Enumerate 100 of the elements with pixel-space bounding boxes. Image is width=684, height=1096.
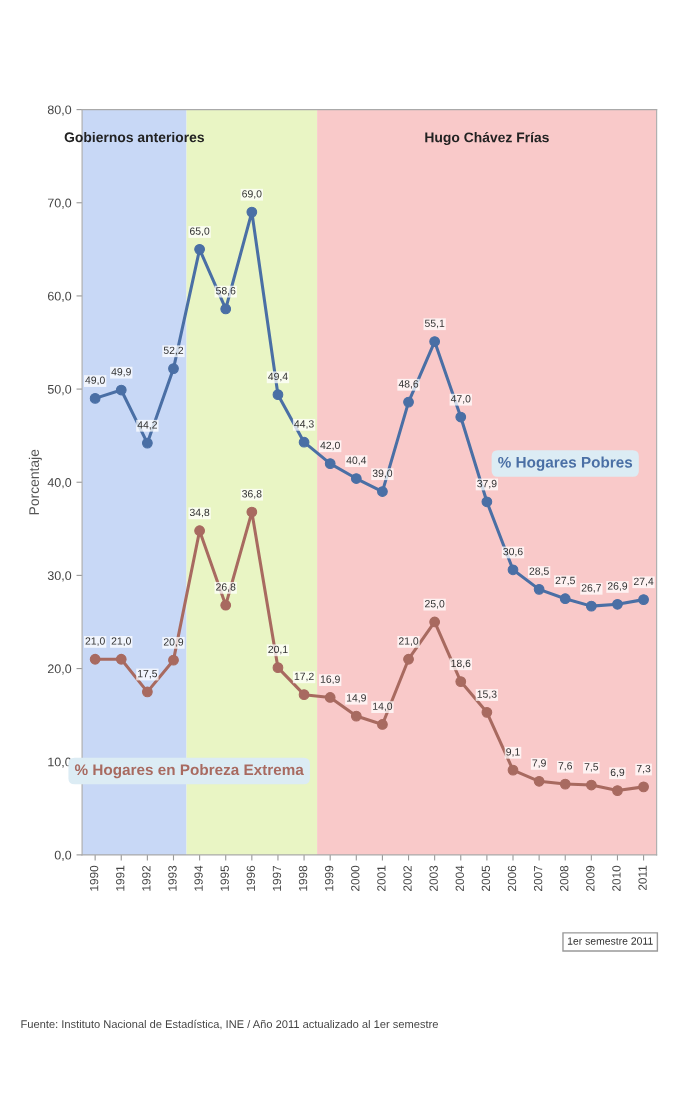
point bbox=[324, 692, 336, 703]
data-label: 37,9 bbox=[477, 479, 497, 489]
data-label: 39,0 bbox=[372, 469, 393, 479]
data-label: 49,4 bbox=[268, 372, 288, 382]
x-tick-label: 2000 bbox=[351, 865, 360, 891]
data-label: 27,5 bbox=[555, 576, 575, 586]
band-label: Hugo Chávez Frías bbox=[425, 131, 549, 146]
x-tick-label: 2003 bbox=[429, 865, 438, 891]
point bbox=[507, 564, 519, 576]
x-tick-label: 2009 bbox=[586, 865, 595, 891]
point bbox=[141, 686, 153, 698]
x-tick-label: 1993 bbox=[168, 865, 177, 891]
point bbox=[89, 653, 101, 665]
data-label: 69,0 bbox=[242, 190, 262, 199]
x-tick-label: 2005 bbox=[481, 865, 491, 891]
x-tick-label: 1992 bbox=[142, 865, 151, 891]
point bbox=[429, 616, 441, 628]
data-label: 14,9 bbox=[346, 694, 366, 703]
point bbox=[298, 436, 310, 448]
data-label: 17,2 bbox=[294, 672, 314, 682]
data-label: 18,6 bbox=[451, 659, 471, 669]
x-tick-label: 2010 bbox=[612, 865, 621, 891]
data-label: 44,3 bbox=[294, 420, 314, 429]
point bbox=[246, 206, 258, 218]
x-tick-label: 2001 bbox=[377, 865, 386, 891]
data-label: 17,5 bbox=[138, 670, 158, 679]
x-tick-label: 1996 bbox=[246, 865, 256, 891]
x-tick-label: 1991 bbox=[116, 865, 125, 891]
point bbox=[481, 496, 493, 508]
data-label: 34,8 bbox=[189, 508, 210, 518]
data-label: 7,3 bbox=[636, 764, 651, 774]
text: 1er semestre 2011 bbox=[567, 937, 653, 945]
x-tick-label: 2004 bbox=[455, 865, 464, 891]
point bbox=[429, 336, 441, 347]
point bbox=[220, 303, 232, 315]
point bbox=[168, 654, 179, 666]
point bbox=[638, 781, 649, 793]
x-tick-label: 1999 bbox=[324, 865, 334, 891]
point bbox=[324, 458, 336, 469]
point bbox=[298, 689, 310, 701]
point bbox=[507, 764, 519, 776]
y-tick-label: 50,0 bbox=[47, 384, 72, 396]
y-tick-label: 30,0 bbox=[47, 571, 72, 582]
y-tick-label: 60,0 bbox=[47, 291, 72, 303]
point bbox=[585, 779, 597, 791]
source-note: Fuente: Instituto Nacional de Estadística, INE / Año 2011 actualizado al 1er semestre bbox=[21, 1019, 438, 1030]
data-label: 20,1 bbox=[268, 645, 288, 655]
data-label: 21,0 bbox=[85, 637, 105, 646]
x-tick-label: 1995 bbox=[220, 865, 229, 891]
data-label: 26,7 bbox=[581, 584, 601, 593]
data-label: 6,9 bbox=[610, 768, 625, 778]
data-label: 28,5 bbox=[529, 567, 549, 577]
data-label: 7,6 bbox=[558, 762, 573, 771]
data-label: 44,2 bbox=[137, 421, 157, 430]
point bbox=[194, 243, 205, 255]
data-label: 21,0 bbox=[398, 637, 419, 646]
point bbox=[272, 662, 284, 674]
x-tick-label: 1998 bbox=[298, 865, 308, 891]
point bbox=[533, 775, 545, 787]
point bbox=[377, 486, 388, 497]
data-label: 65,0 bbox=[190, 227, 210, 237]
point bbox=[194, 525, 205, 537]
data-label: 49,9 bbox=[111, 368, 131, 377]
point bbox=[481, 706, 493, 718]
data-label: 26,8 bbox=[216, 583, 236, 592]
data-label: 7,5 bbox=[584, 763, 599, 772]
x-tick-label: 2002 bbox=[403, 865, 412, 891]
point bbox=[559, 593, 571, 605]
data-label: 42,0 bbox=[320, 441, 340, 451]
point bbox=[350, 473, 362, 484]
x-tick-label: 1997 bbox=[272, 865, 282, 891]
point bbox=[272, 389, 284, 401]
point bbox=[115, 653, 127, 665]
point bbox=[455, 411, 467, 423]
data-label: 20,9 bbox=[163, 638, 184, 647]
data-label: 55,1 bbox=[424, 319, 445, 329]
point bbox=[115, 384, 127, 396]
data-label: 15,3 bbox=[477, 690, 497, 700]
x-tick-label: 2011 bbox=[638, 865, 647, 891]
point bbox=[612, 598, 623, 610]
point bbox=[612, 785, 623, 796]
point bbox=[638, 594, 649, 605]
x-tick-label: 1990 bbox=[89, 865, 99, 891]
point bbox=[403, 396, 414, 408]
y-axis-title: Porcentaje bbox=[28, 449, 42, 515]
y-tick-label: 80,0 bbox=[47, 105, 72, 116]
y-tick-label: 0,0 bbox=[54, 850, 72, 862]
text: % Hogares en Pobreza Extrema bbox=[74, 763, 304, 779]
x-tick-label: 1994 bbox=[194, 865, 203, 891]
data-label: 52,2 bbox=[163, 346, 184, 356]
point bbox=[246, 506, 258, 518]
point bbox=[168, 363, 179, 374]
data-label: 36,8 bbox=[242, 490, 262, 499]
data-label: 47,0 bbox=[450, 395, 471, 404]
y-tick-label: 40,0 bbox=[47, 478, 72, 489]
x-tick-label: 2008 bbox=[560, 865, 569, 891]
data-label: 48,6 bbox=[398, 380, 419, 389]
point bbox=[89, 393, 101, 404]
point bbox=[403, 653, 414, 665]
point bbox=[585, 600, 597, 612]
